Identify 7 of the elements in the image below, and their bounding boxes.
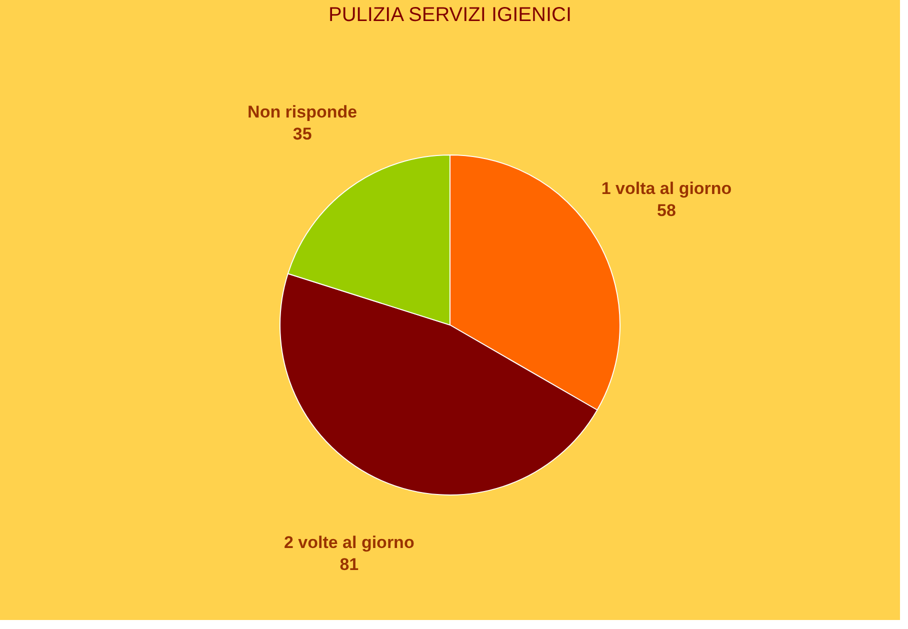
data-label: 81: [340, 554, 359, 574]
data-label: 58: [657, 201, 676, 220]
chart-title: PULIZIA SERVIZI IGIENICI: [328, 4, 572, 26]
slice-label: 1 volta al giorno: [601, 179, 732, 198]
slice-label: 2 volte al giorno: [284, 532, 414, 552]
slice-label: Non risponde: [248, 102, 358, 122]
data-label: 35: [292, 124, 312, 144]
